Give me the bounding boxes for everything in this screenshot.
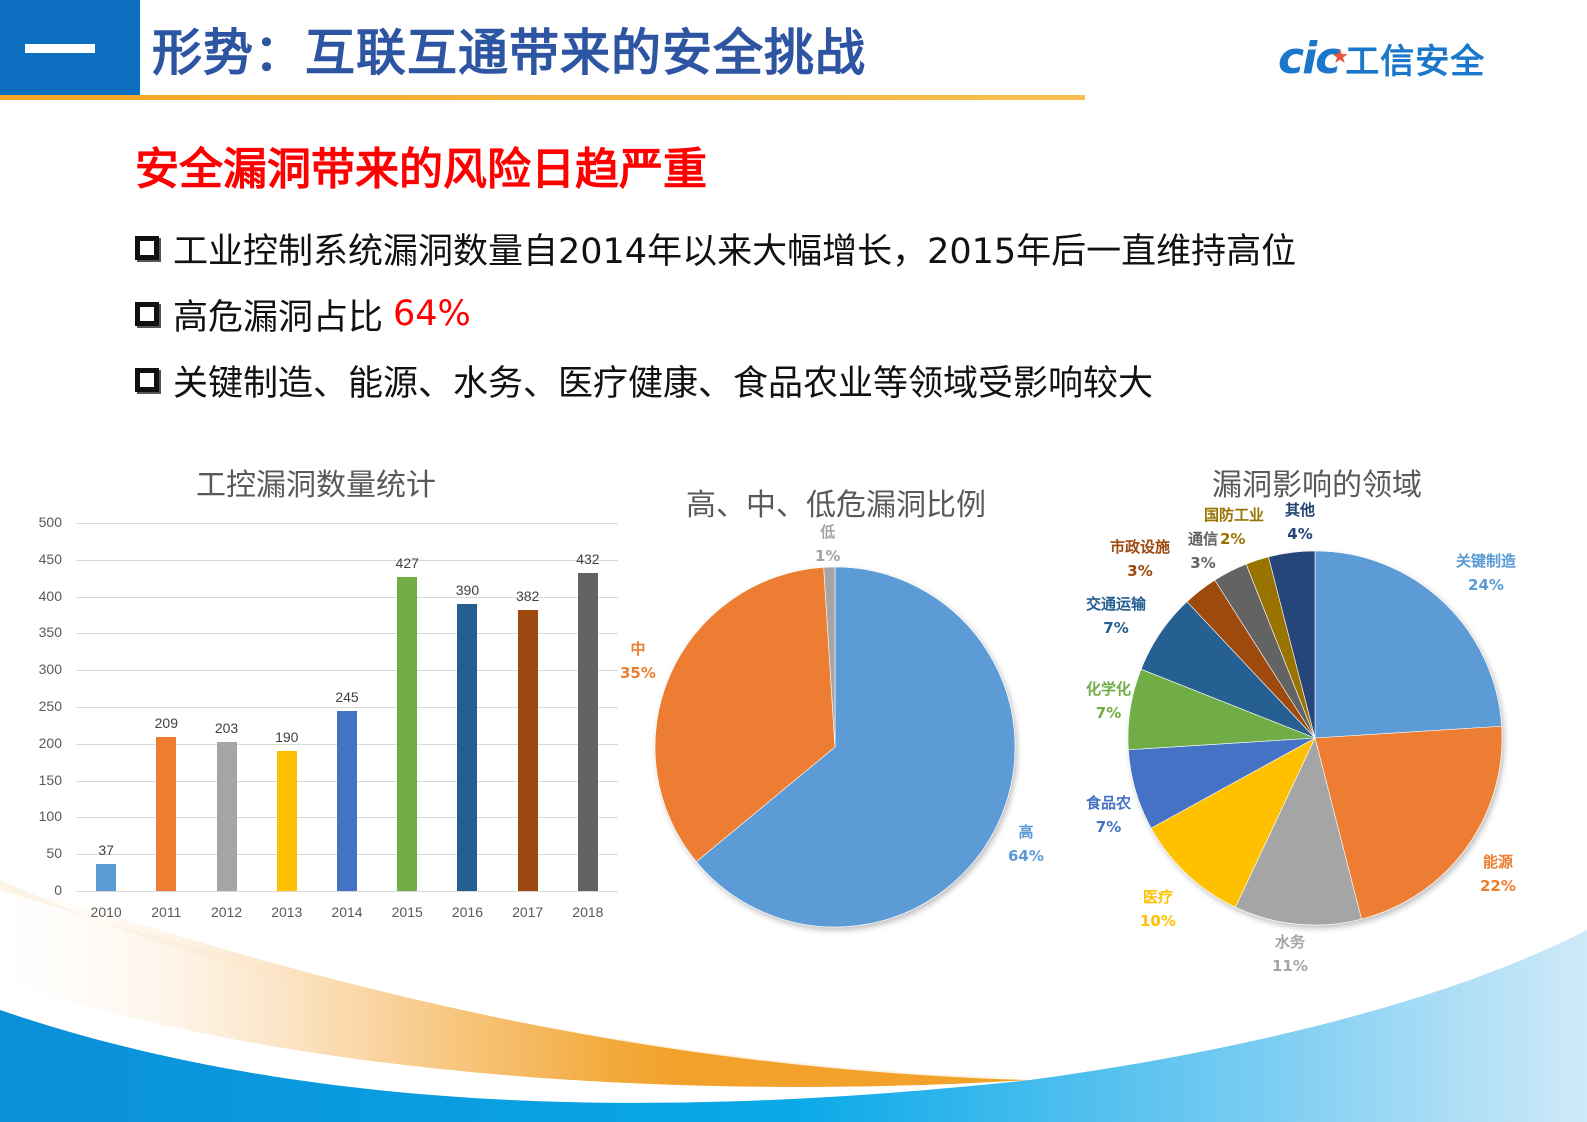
- y-axis-tick: 300: [38, 661, 62, 678]
- x-axis-tick: 2010: [90, 904, 122, 920]
- pie-slice-高: [695, 566, 1016, 928]
- bottom-wave-decoration: [0, 880, 1587, 1122]
- x-axis-tick: 2016: [451, 904, 484, 920]
- x-axis-tick: 2015: [391, 904, 423, 920]
- severity-pie-chart: [654, 566, 1016, 928]
- gridline: [76, 596, 618, 598]
- y-axis-tick: 400: [38, 587, 62, 604]
- bullet-item: 工业控制系统漏洞数量自2014年以来大幅增长，2015年后一直维持高位: [135, 215, 1296, 281]
- y-axis-tick: 350: [38, 624, 62, 641]
- y-axis-tick: 250: [38, 698, 62, 714]
- bar-2016: [457, 603, 478, 891]
- x-axis-tick: 2014: [331, 904, 363, 920]
- bar-value-label: 37: [98, 841, 114, 858]
- section-marker-dash: [25, 44, 95, 53]
- pie-label-energy: 能源 22%: [1480, 853, 1516, 895]
- square-bullet-icon: [135, 368, 159, 392]
- x-axis-tick: 2013: [271, 904, 303, 920]
- pie-slice-低: [823, 566, 836, 748]
- pie-label-low: 低 1%: [815, 523, 841, 565]
- bar-value-label: 190: [275, 729, 299, 746]
- y-axis-tick: 200: [38, 734, 62, 751]
- bar-2015: [397, 576, 418, 891]
- domain-pie-chart: [1127, 550, 1503, 926]
- pie-label-transport: 交通运输 7%: [1086, 595, 1147, 637]
- gridline: [76, 523, 618, 524]
- bar-chart-title: 工控漏洞数量统计: [196, 468, 436, 503]
- pie-slice-医疗: [1150, 737, 1316, 908]
- bullet-text: 关键制造、能源、水务、医疗健康、食品农业等领域受影响较大: [173, 363, 1154, 404]
- gridline: [76, 559, 618, 561]
- gridline: [76, 670, 618, 672]
- pie-label-medical: 医疗 10%: [1140, 888, 1176, 930]
- pie-slice-关键制造: [1314, 550, 1502, 739]
- bar-2011: [156, 737, 177, 891]
- pie-slice-水务: [1234, 737, 1362, 926]
- section-marker-block: [0, 0, 140, 95]
- bullet-list: 工业控制系统漏洞数量自2014年以来大幅增长，2015年后一直维持高位 高危漏洞…: [135, 215, 1296, 413]
- logo-mark: cic ★: [1278, 32, 1349, 84]
- star-icon: ★: [1331, 43, 1349, 68]
- bar-2013: [276, 751, 297, 891]
- bar-value-label: 245: [335, 688, 359, 705]
- bar-2010: [96, 863, 117, 891]
- gridline: [76, 707, 618, 708]
- bar-value-label: 427: [395, 554, 419, 571]
- gridline: [76, 891, 618, 892]
- x-axis-tick: 2011: [151, 904, 182, 920]
- page-title: 形势：互联互通带来的安全挑战: [152, 24, 866, 82]
- pie-label-municipal: 市政设施 3%: [1110, 538, 1171, 580]
- bar-value-label: 209: [154, 715, 178, 732]
- bullet-highlight: 64%: [393, 294, 471, 334]
- pie-label-defense-name: 国防工业: [1204, 506, 1265, 524]
- bar-2012: [216, 741, 237, 891]
- pie-label-water: 水务 11%: [1272, 933, 1308, 975]
- bar-2018: [577, 573, 598, 891]
- bar-value-label: 203: [214, 719, 239, 736]
- y-axis-tick: 50: [46, 845, 62, 862]
- y-axis-tick: 100: [38, 808, 62, 825]
- x-axis-tick: 2012: [210, 904, 243, 920]
- domain-pie-title: 漏洞影响的领域: [1212, 468, 1422, 503]
- x-axis-tick: 2017: [512, 904, 544, 920]
- logo-text: 工信安全: [1345, 41, 1486, 82]
- section-subtitle: 安全漏洞带来的风险日趋严重: [135, 144, 707, 195]
- pie-label-food-agriculture: 食品农 7%: [1086, 794, 1132, 836]
- pie-slice-能源: [1314, 725, 1503, 920]
- brand-logo: cic ★ 工信安全: [1278, 32, 1486, 84]
- bar-2014: [337, 710, 357, 891]
- square-bullet-icon: [135, 302, 159, 326]
- pie-label-medium: 中 35%: [620, 640, 656, 682]
- header-divider: [0, 95, 1085, 100]
- y-axis-tick: 150: [38, 771, 62, 788]
- pie-label-other: 其他 4%: [1285, 501, 1316, 543]
- pie-label-defense: 2%: [1220, 530, 1246, 548]
- bar-chart-vulnerability-count: 0 50 100 150 200 250 300 350 400 450 500 37 2010 209 2…: [30, 450, 630, 930]
- bar-2017: [517, 609, 538, 891]
- x-axis-tick: 2018: [572, 904, 604, 920]
- bullet-item: 关键制造、能源、水务、医疗健康、食品农业等领域受影响较大: [135, 347, 1296, 413]
- bullet-text: 工业控制系统漏洞数量自2014年以来大幅增长，2015年后一直维持高位: [173, 231, 1297, 272]
- pie-slice-中: [654, 567, 836, 863]
- y-axis-tick: 0: [54, 882, 62, 898]
- bullet-text: 高危漏洞占比: [173, 297, 384, 338]
- pie-label-manufacturing: 关键制造 24%: [1456, 552, 1517, 594]
- pie-slice-其他: [1268, 550, 1316, 739]
- square-bullet-icon: [135, 236, 159, 260]
- pie-label-chemical: 化学化 7%: [1086, 680, 1132, 722]
- bullet-item: 高危漏洞占比 64%: [135, 281, 1296, 347]
- y-axis-tick: 500: [38, 514, 62, 530]
- pie-label-high: 高 64%: [1008, 823, 1044, 865]
- gridline: [76, 633, 618, 635]
- severity-pie-title: 高、中、低危漏洞比例: [686, 488, 986, 523]
- bar-value-label: 390: [455, 581, 480, 598]
- bar-value-label: 382: [515, 587, 540, 604]
- y-axis-tick: 450: [38, 550, 62, 567]
- bar-value-label: 432: [576, 551, 600, 568]
- pie-label-telecom: 通信 3%: [1188, 530, 1219, 572]
